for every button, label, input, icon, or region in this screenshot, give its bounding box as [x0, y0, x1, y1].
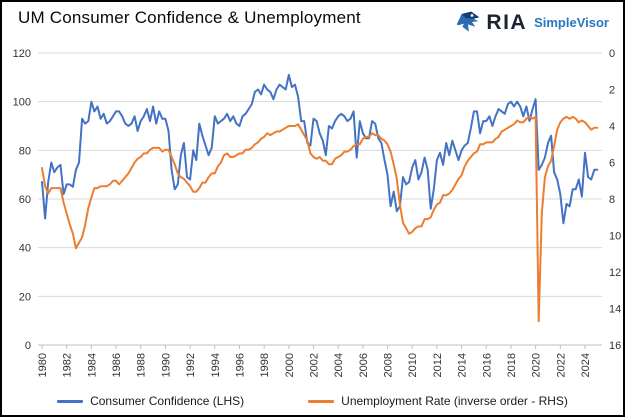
x-axis-tick-label: 1986	[111, 353, 123, 377]
x-axis-tick-label: 1980	[37, 353, 49, 377]
left-axis-tick-label: 60	[19, 194, 31, 206]
ria-eagle-icon	[455, 10, 481, 34]
consumer-confidence-swatch	[57, 399, 84, 403]
x-axis-tick-label: 2010	[407, 353, 419, 377]
consumer-confidence-line	[41, 73, 599, 225]
left-axis-tick-label: 100	[13, 97, 31, 109]
chart-plot-area: 0 20 40 60 80 100 120 0 2 4 6 8 10 12 14 16 1980 1982 1984…	[13, 48, 622, 377]
chart-legend: Consumer Confidence (LHS) Unemployment R…	[2, 394, 623, 408]
x-axis-tick-label: 1994	[210, 353, 222, 377]
logo-brand-text: RIA	[486, 10, 528, 34]
unemployment-rate-line	[41, 115, 599, 323]
ria-simplevisor-logo: RIA SimpleVisor	[455, 10, 609, 34]
x-axis-tick-label: 1984	[86, 353, 98, 377]
right-axis-tick-label: 0	[609, 48, 615, 60]
legend-label-unemployment-rate: Unemployment Rate (inverse order - RHS)	[341, 394, 568, 408]
right-axis-tick-label: 16	[609, 340, 621, 352]
x-axis-tick-label: 1996	[234, 353, 246, 377]
right-axis-tick-label: 8	[609, 194, 615, 206]
right-axis-tick-label: 12	[609, 267, 621, 279]
chart-title: UM Consumer Confidence & Unemployment	[18, 8, 361, 27]
left-axis-tick-label: 0	[25, 340, 31, 352]
left-axis-tick-label: 20	[19, 291, 31, 303]
right-axis-tick-label: 6	[609, 158, 615, 170]
legend-item-consumer-confidence: Consumer Confidence (LHS)	[57, 394, 244, 408]
x-axis-tick-label: 2008	[383, 353, 395, 377]
logo-product-text: SimpleVisor	[534, 14, 609, 30]
x-axis-tick-label: 1992	[185, 353, 197, 377]
x-axis-tick-label: 1982	[62, 353, 74, 377]
left-axis-tick-label: 120	[13, 48, 31, 60]
x-axis-tick-label: 2014	[457, 353, 469, 377]
x-axis-tick-label: 2018	[506, 353, 518, 377]
x-axis-tick-label: 2000	[284, 353, 296, 377]
right-axis-tick-label: 10	[609, 231, 621, 243]
right-axis-tick-label: 4	[609, 121, 615, 133]
right-axis-tick-label: 2	[609, 85, 615, 97]
unemployment-rate-swatch	[308, 399, 335, 403]
right-axis-tick-label: 14	[609, 304, 621, 316]
x-axis-tick-label: 2002	[309, 353, 321, 377]
x-axis-tick-label: 2024	[580, 353, 592, 377]
left-axis-tick-label: 40	[19, 243, 31, 255]
x-axis-tick-label: 2012	[432, 353, 444, 377]
x-axis-tick-label: 2022	[555, 353, 567, 377]
x-axis-tick-label: 1998	[259, 353, 271, 377]
x-axis-tick-label: 2020	[531, 353, 543, 377]
legend-label-consumer-confidence: Consumer Confidence (LHS)	[90, 394, 245, 408]
left-axis-tick-label: 80	[19, 145, 31, 157]
x-axis-tick-label: 1990	[160, 353, 172, 377]
x-axis-tick-label: 2006	[358, 353, 370, 377]
x-axis-tick-label: 2004	[333, 353, 345, 377]
legend-item-unemployment-rate: Unemployment Rate (inverse order - RHS)	[308, 394, 568, 408]
x-axis-tick-label: 2016	[481, 353, 493, 377]
x-axis-tick-label: 1988	[136, 353, 148, 377]
